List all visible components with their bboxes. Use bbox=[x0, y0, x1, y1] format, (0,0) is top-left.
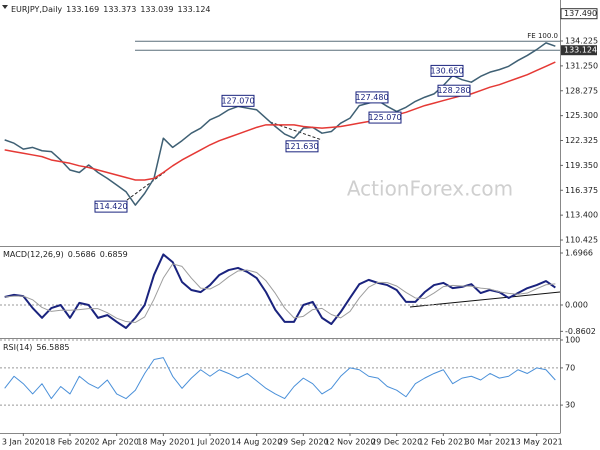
annotation-label: 127.480 bbox=[355, 93, 388, 102]
last-price-label: 133.124 bbox=[564, 46, 597, 55]
panel-header: MACD(12,26,9) 0.5686 0.6859 bbox=[3, 250, 128, 259]
panel-title: MACD(12,26,9) bbox=[3, 250, 64, 259]
annotation-label: 125.070 bbox=[368, 113, 401, 122]
y-tick-label: 70 bbox=[565, 363, 575, 372]
annotation-label: 114.420 bbox=[94, 202, 127, 211]
header-value: 0.5686 bbox=[68, 250, 96, 259]
series-line bbox=[4, 42, 556, 206]
x-tick-label: 30 Mar 2021 bbox=[465, 438, 516, 447]
panel-header: EURJPY,Daily 133.169 133.373 133.039 133.124 bbox=[11, 5, 211, 14]
x-tick-label: 2 Apr 2020 bbox=[94, 438, 138, 447]
annotation-label: 121.630 bbox=[285, 142, 318, 151]
header-value: 133.373 bbox=[103, 5, 136, 14]
panel-title: EURJPY,Daily bbox=[11, 5, 62, 14]
y-tick-label: 128.275 bbox=[565, 86, 598, 95]
x-tick-label: 18 Feb 2020 bbox=[45, 438, 95, 447]
annotation-label: 130.650 bbox=[430, 66, 463, 75]
x-tick-label: 29 Sep 2020 bbox=[278, 438, 329, 447]
y-tick-label: 122.325 bbox=[565, 136, 598, 145]
annotation-box bbox=[221, 94, 255, 107]
series-line bbox=[4, 263, 556, 323]
x-tick-label: 18 May 2020 bbox=[137, 438, 189, 447]
x-tick-label: 13 May 2021 bbox=[511, 438, 563, 447]
y-tick-label: 110.425 bbox=[565, 236, 598, 245]
annotation-box bbox=[430, 64, 464, 77]
projection-label: FE 100.0 bbox=[527, 32, 558, 40]
y-tick-label: 134.225 bbox=[565, 37, 598, 46]
header-value: 0.6859 bbox=[100, 250, 128, 259]
level-label: 137.490 bbox=[564, 9, 597, 18]
panel-header: RSI(14) 56.5885 bbox=[3, 343, 70, 352]
annotation-box bbox=[437, 84, 471, 97]
header-value: 133.124 bbox=[177, 5, 210, 14]
y-tick-label: 113.400 bbox=[565, 211, 598, 220]
y-tick-label: 1.6966 bbox=[565, 249, 593, 258]
header-value: 56.5885 bbox=[36, 343, 69, 352]
annotation-box bbox=[94, 200, 128, 213]
header-value: 133.039 bbox=[140, 5, 173, 14]
last-price-box bbox=[561, 45, 597, 56]
trend-line bbox=[269, 121, 323, 141]
y-tick-label: -0.8602 bbox=[565, 327, 596, 336]
x-tick-label: 12 Nov 2020 bbox=[324, 438, 375, 447]
annotation-label: 128.280 bbox=[437, 86, 470, 95]
x-tick-label: 29 Dec 2020 bbox=[371, 438, 422, 447]
annotation-box bbox=[355, 91, 389, 104]
trend-line bbox=[126, 171, 166, 201]
panel-title: RSI(14) bbox=[3, 343, 32, 352]
y-tick-label: 119.350 bbox=[565, 161, 598, 170]
annotation-box bbox=[285, 140, 319, 153]
x-tick-label: 3 Jan 2020 bbox=[2, 438, 45, 447]
y-tick-label: 0.000 bbox=[565, 300, 588, 309]
annotation-box bbox=[368, 111, 402, 124]
x-tick-label: 12 Feb 2021 bbox=[418, 438, 468, 447]
menu-triangle bbox=[2, 5, 8, 9]
level-box bbox=[560, 8, 598, 20]
x-tick-label: 14 Aug 2020 bbox=[231, 438, 282, 447]
y-tick-label: 116.375 bbox=[565, 186, 598, 195]
y-tick-label: 30 bbox=[565, 401, 575, 410]
y-tick-label: 131.250 bbox=[565, 61, 598, 70]
trend-line bbox=[409, 291, 561, 308]
header-value: 133.169 bbox=[66, 5, 99, 14]
y-tick-label: 125.300 bbox=[565, 111, 598, 120]
x-tick-label: 1 Jul 2020 bbox=[190, 438, 230, 447]
y-tick-label: 100 bbox=[565, 336, 580, 345]
annotation-label: 127.070 bbox=[221, 96, 254, 105]
watermark: ActionForex.com bbox=[347, 177, 513, 201]
series-line bbox=[4, 357, 556, 400]
